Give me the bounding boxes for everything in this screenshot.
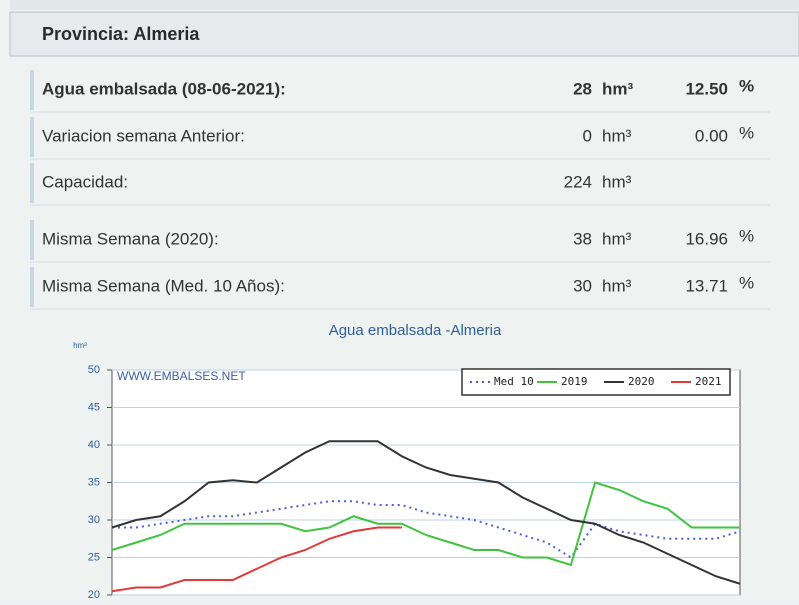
row-percent: 0.00 — [695, 126, 728, 145]
row-border — [30, 267, 34, 307]
series-line — [111, 481, 740, 567]
series-line — [111, 440, 741, 585]
legend-label: Med 10 — [494, 375, 534, 388]
row-label: Agua embalsada (08-06-2021): — [42, 79, 286, 98]
row-percent-unit: % — [739, 123, 754, 142]
row-percent: 16.96 — [685, 229, 728, 248]
y-tick-label: 35 — [88, 476, 100, 488]
row-border — [30, 220, 34, 260]
y-tick-label: 30 — [88, 514, 100, 526]
table: Agua embalsada (08-06-2021): 28 hm³ 12.50 % V… — [30, 70, 770, 310]
row-value: 0 — [583, 126, 592, 145]
row-label: Variacion semana Anterior: — [42, 126, 245, 145]
row-value: 38 — [573, 229, 592, 248]
y-axis-label: hm³ — [73, 341, 87, 350]
header-bar — [9, 11, 799, 57]
row-border — [30, 117, 34, 157]
row-unit: hm³ — [602, 229, 632, 248]
row-border — [30, 70, 34, 110]
series-line — [112, 500, 741, 559]
chart-title: Agua embalsada -Almeria — [329, 322, 502, 339]
header-title: Provincia: Almeria — [42, 24, 200, 44]
series-line — [111, 526, 402, 593]
row-percent-unit: % — [739, 273, 754, 292]
watermark: WWW.EMBALSES.NET — [117, 369, 246, 383]
row-unit: hm³ — [602, 79, 634, 98]
row-value: 30 — [573, 276, 592, 295]
legend-label: 2021 — [695, 375, 722, 388]
chart: 20 25 30 35 40 45 50 WWW.EMBALSES.NET Med 10 2019… — [88, 364, 741, 601]
row-value: 28 — [573, 79, 592, 98]
y-tick-label: 40 — [88, 439, 100, 451]
row-border — [30, 163, 34, 203]
y-tick-label: 45 — [88, 401, 100, 413]
top-strip — [10, 0, 799, 10]
row-percent: 13.71 — [685, 276, 728, 295]
row-label: Misma Semana (Med. 10 Años): — [42, 276, 285, 295]
legend-label: 2020 — [628, 375, 655, 388]
row-percent-unit: % — [739, 226, 754, 245]
y-tick-label: 20 — [88, 589, 100, 600]
y-tick-label: 25 — [88, 551, 100, 563]
row-label: Capacidad: — [42, 172, 128, 191]
row-percent-unit: % — [739, 76, 754, 95]
row-unit: hm³ — [602, 276, 632, 295]
row-unit: hm³ — [602, 172, 632, 191]
row-unit: hm³ — [602, 126, 632, 145]
y-tick-label: 50 — [88, 364, 100, 376]
row-percent: 12.50 — [685, 79, 728, 98]
row-label: Misma Semana (2020): — [42, 229, 219, 248]
legend-label: 2019 — [561, 375, 588, 388]
row-value: 224 — [564, 172, 592, 191]
